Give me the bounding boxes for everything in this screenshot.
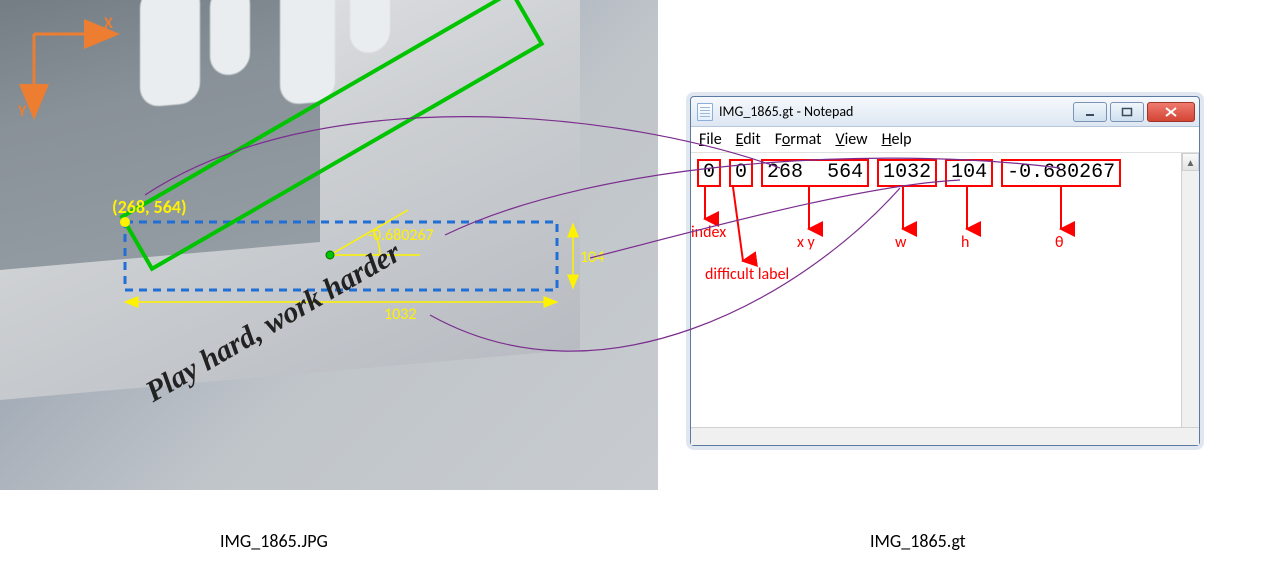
token-index: 0 bbox=[697, 159, 721, 187]
angle-label: -0.680267 bbox=[368, 226, 434, 245]
token-arrows bbox=[691, 153, 1199, 427]
label-difficult: difficult label bbox=[705, 265, 789, 284]
window-title: IMG_1865.gt - Notepad bbox=[719, 103, 1073, 120]
annotated-image-panel: X Y bbox=[0, 0, 660, 490]
window-titlebar: IMG_1865.gt - Notepad bbox=[691, 97, 1199, 127]
menu-help[interactable]: Help bbox=[882, 130, 912, 149]
coord-label: (268, 564) bbox=[112, 196, 187, 218]
width-label: 1032 bbox=[384, 305, 416, 324]
notepad-window: IMG_1865.gt - Notepad File Edit Format bbox=[690, 96, 1200, 446]
height-label: 104 bbox=[580, 248, 604, 267]
menu-format[interactable]: Format bbox=[775, 130, 822, 149]
y-axis-label: Y bbox=[17, 102, 27, 121]
label-index: index bbox=[691, 223, 726, 242]
right-caption: IMG_1865.gt bbox=[870, 530, 966, 552]
label-h: h bbox=[961, 233, 969, 252]
menu-edit[interactable]: Edit bbox=[736, 130, 761, 149]
close-button[interactable] bbox=[1147, 102, 1195, 122]
editor-area[interactable]: 0 0 268 564 1032 104 -0.680267 bbox=[691, 153, 1199, 427]
menu-view[interactable]: View bbox=[836, 130, 868, 149]
x-axis-label: X bbox=[104, 14, 113, 33]
scroll-up-icon[interactable]: ▲ bbox=[1182, 153, 1199, 171]
label-theta: θ bbox=[1055, 233, 1064, 252]
status-bar bbox=[691, 427, 1199, 445]
token-x: 268 564 bbox=[761, 159, 869, 187]
label-w: w bbox=[895, 233, 906, 252]
vertical-scrollbar[interactable]: ▲ bbox=[1181, 153, 1199, 427]
left-caption: IMG_1865.JPG bbox=[220, 530, 328, 552]
gt-line: 0 0 268 564 1032 104 -0.680267 bbox=[697, 159, 1121, 187]
token-w: 1032 bbox=[877, 159, 937, 187]
menu-file[interactable]: File bbox=[699, 130, 722, 149]
maximize-button[interactable] bbox=[1110, 102, 1144, 122]
menu-bar: File Edit Format View Help bbox=[691, 127, 1199, 153]
notepad-icon bbox=[697, 103, 713, 121]
token-theta: -0.680267 bbox=[1001, 159, 1121, 187]
token-h: 104 bbox=[945, 159, 993, 187]
photo-light-blobs bbox=[140, 0, 420, 158]
xy-axes: X Y bbox=[14, 14, 134, 134]
figure-container: X Y bbox=[0, 0, 1261, 568]
label-xy: x y bbox=[797, 233, 815, 252]
minimize-button[interactable] bbox=[1073, 102, 1107, 122]
token-difficult: 0 bbox=[729, 159, 753, 187]
